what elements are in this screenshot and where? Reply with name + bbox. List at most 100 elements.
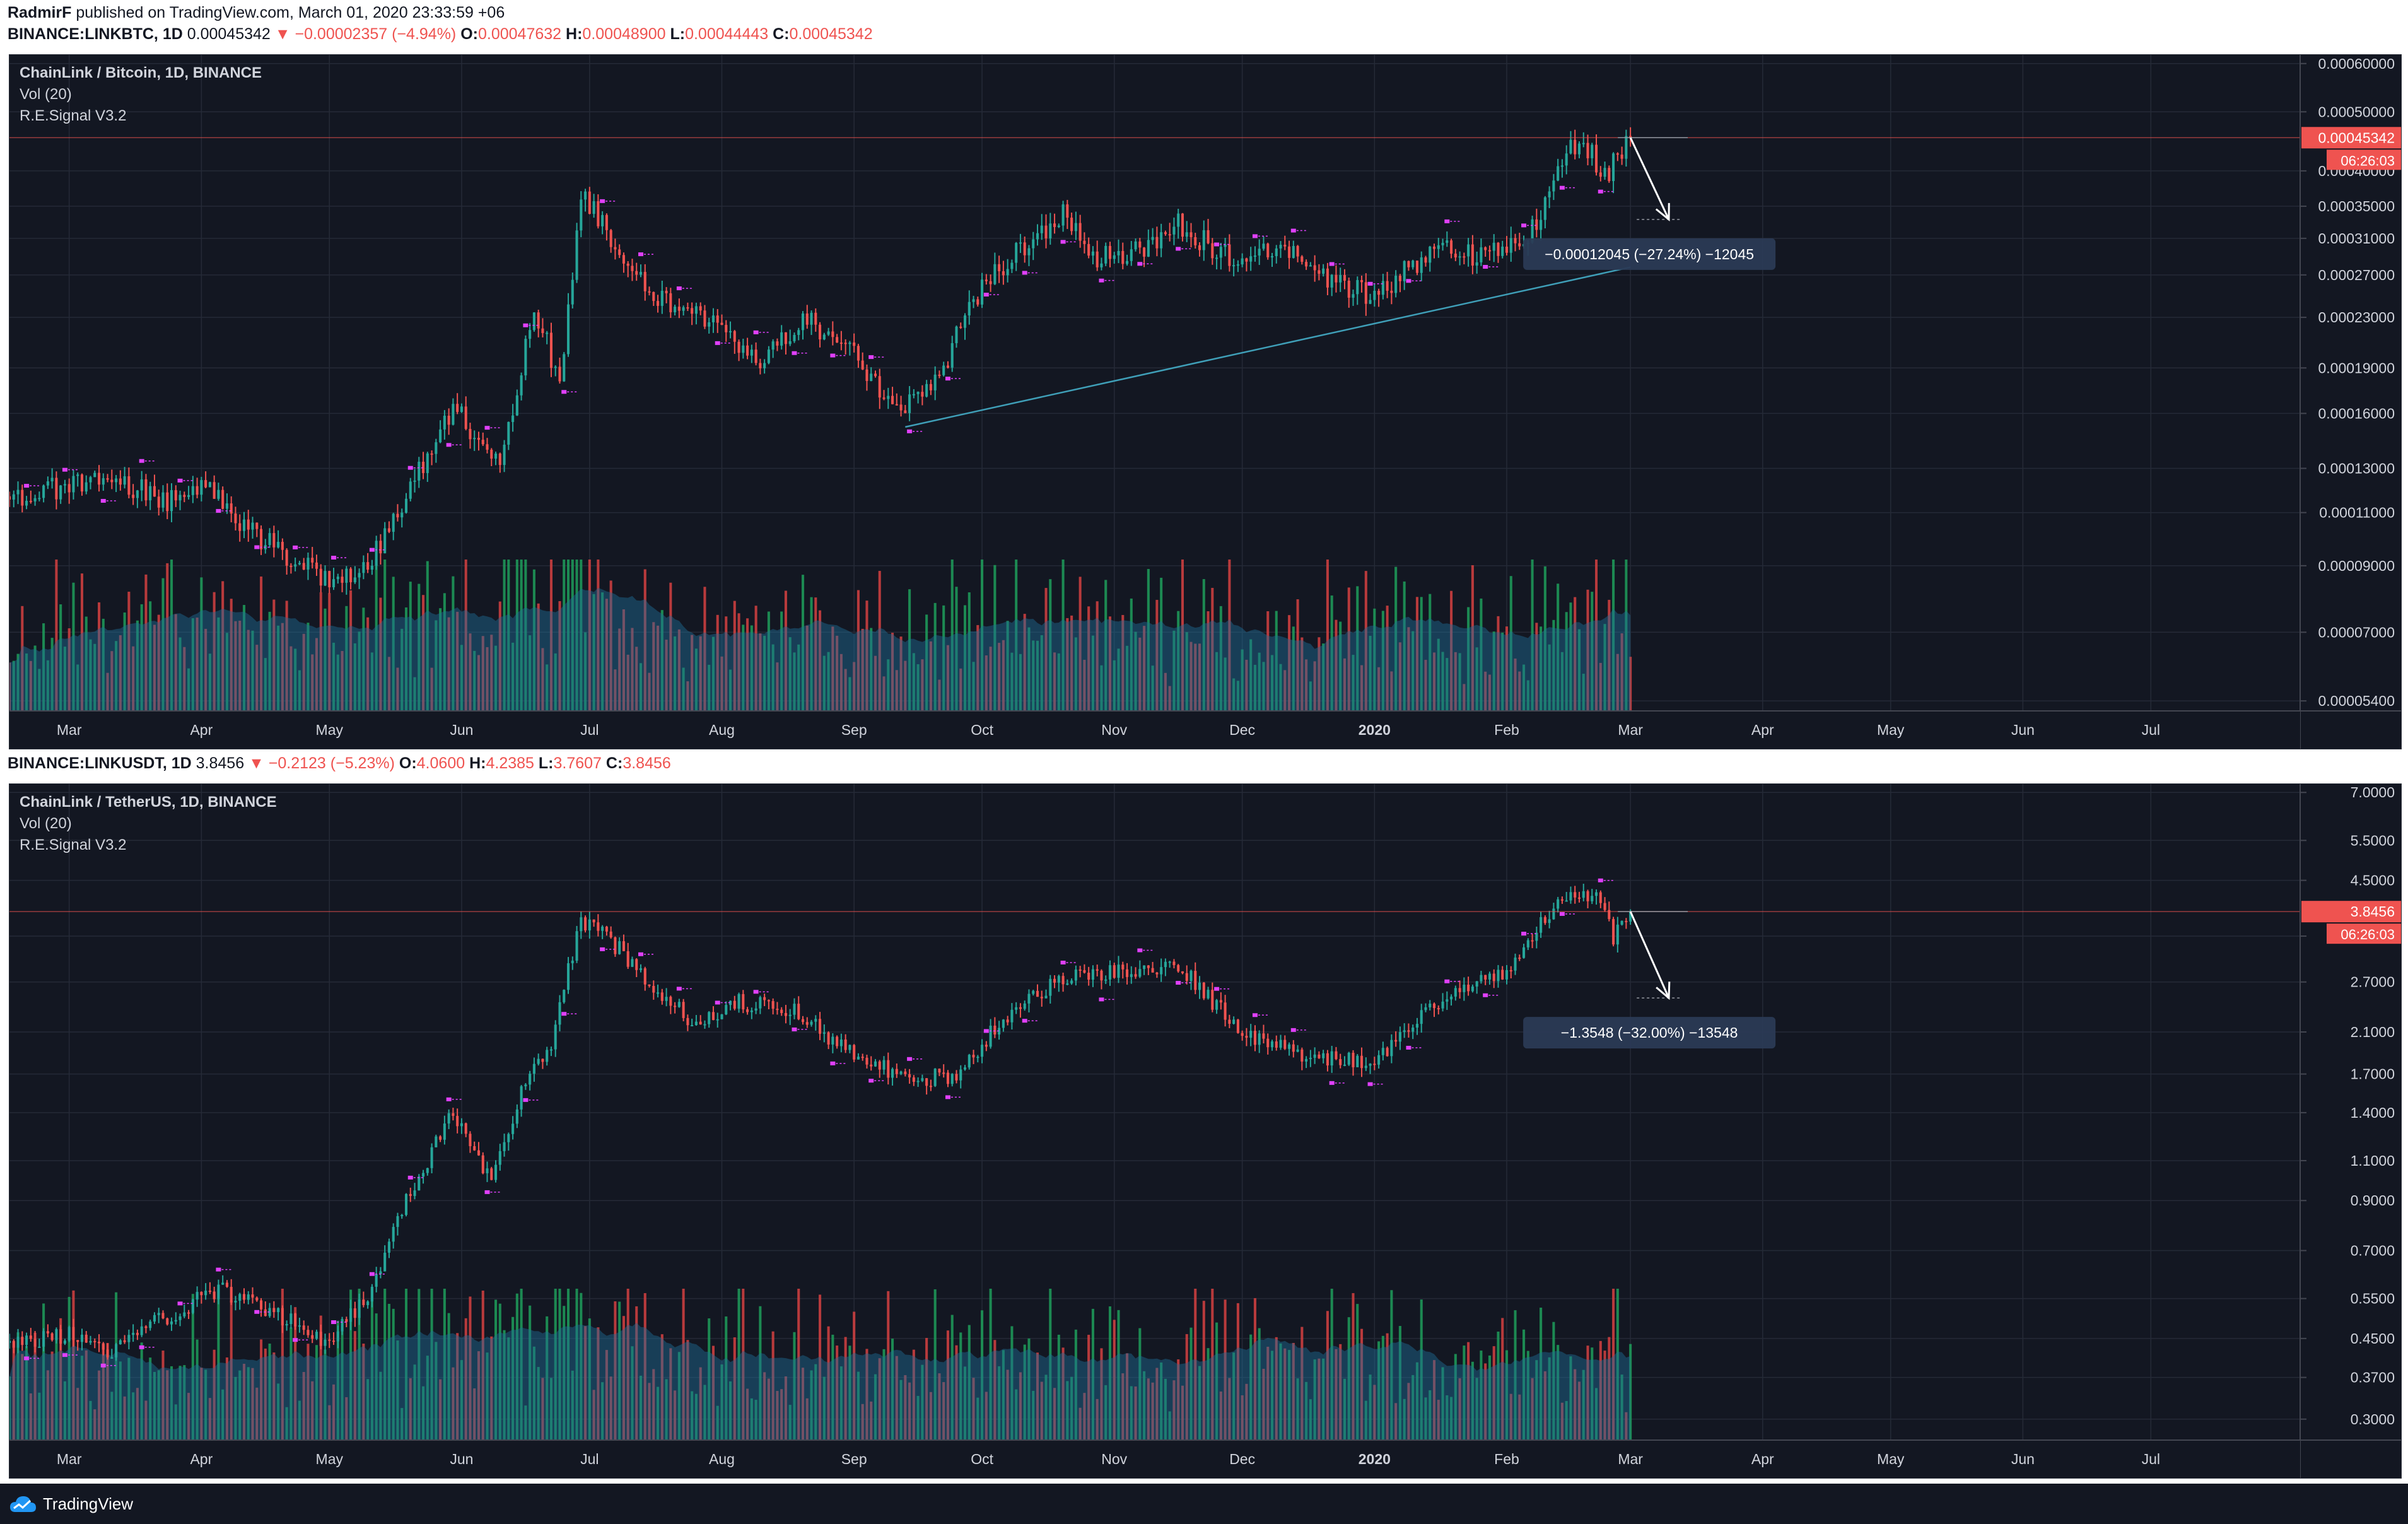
volume-bar xyxy=(1424,660,1427,711)
candle-body xyxy=(1450,996,1453,1000)
volume-bar xyxy=(1407,1383,1410,1440)
volume-bar xyxy=(477,655,481,711)
volume-bar xyxy=(102,618,105,711)
signal-mark xyxy=(830,353,836,358)
volume-bar xyxy=(929,1392,932,1440)
chart-pane-linkusdt[interactable]: −1.3548 (−32.00%) −13548 7.0000 5.5000 4.50… xyxy=(9,783,2402,1479)
candle-body xyxy=(1185,232,1188,237)
volume-bar xyxy=(1441,1367,1444,1440)
tradingview-logo[interactable]: TradingView xyxy=(9,1492,133,1515)
volume-bar xyxy=(1403,1398,1406,1440)
volume-bar xyxy=(1087,606,1090,711)
price-tick-label: 1.1000 xyxy=(2351,1152,2395,1169)
volume-bar xyxy=(754,1400,757,1440)
volume-bar xyxy=(123,612,126,711)
candle-body xyxy=(1475,262,1478,266)
signal-mark xyxy=(407,1175,413,1180)
legend-title-1[interactable]: ChainLink / Bitcoin, 1D, BINANCE xyxy=(20,64,262,81)
candle-body xyxy=(592,919,595,923)
price-tick-label: 0.00035000 xyxy=(2318,198,2395,214)
legend-indicator-1[interactable]: R.E.Signal V3.2 xyxy=(20,107,127,124)
volume-bar xyxy=(127,592,131,711)
volume-bar xyxy=(1211,1289,1214,1440)
volume-bar xyxy=(494,1299,498,1440)
volume-bar xyxy=(166,1370,169,1440)
volume-bar xyxy=(42,1303,45,1440)
candle-body xyxy=(230,1287,233,1303)
volume-bar xyxy=(1044,1375,1048,1440)
candle-body xyxy=(1326,268,1329,288)
volume-bar xyxy=(277,1383,280,1440)
candle-body xyxy=(571,960,574,964)
legend-title-2[interactable]: ChainLink / TetherUS, 1D, BINANCE xyxy=(20,794,277,811)
volume-bar xyxy=(481,1291,484,1440)
candle-body xyxy=(1326,1053,1329,1066)
candle-body xyxy=(1305,1058,1308,1062)
candle-body xyxy=(1078,223,1082,241)
candle-body xyxy=(1471,244,1474,266)
candle-body xyxy=(1117,964,1120,978)
volume-bar xyxy=(396,1340,399,1440)
measure-label: −0.00012045 (−27.24%) −12045 xyxy=(1545,246,1754,262)
volume-bar xyxy=(213,1349,216,1440)
candle-body xyxy=(255,522,259,529)
volume-bar xyxy=(1339,621,1342,711)
legend-indicator-2[interactable]: R.E.Signal V3.2 xyxy=(20,836,127,853)
candle-body xyxy=(711,315,715,322)
volume-bar xyxy=(648,672,651,711)
signal-mark xyxy=(1367,1082,1373,1086)
volume-bar xyxy=(836,635,839,711)
candle-body xyxy=(1100,263,1103,267)
signal-mark xyxy=(983,1029,989,1033)
candle-body xyxy=(490,449,493,459)
candle-body xyxy=(819,324,822,340)
candle-body xyxy=(976,299,979,305)
legend-vol-1[interactable]: Vol (20) xyxy=(20,86,72,103)
candle-body xyxy=(981,279,984,305)
volume-bar xyxy=(1215,1322,1219,1440)
volume-bar xyxy=(1560,1402,1563,1440)
volume-bar xyxy=(665,1379,668,1440)
candle-body xyxy=(234,1301,237,1303)
volume-bar xyxy=(1577,1381,1581,1440)
volume-bar xyxy=(742,624,745,711)
candle-body xyxy=(349,568,353,583)
candle-body xyxy=(938,374,941,376)
volume-bar xyxy=(844,669,847,711)
author-name[interactable]: RadmirF xyxy=(8,4,72,21)
candle-body xyxy=(1415,261,1418,273)
volume-bar xyxy=(1296,599,1299,711)
candle-body xyxy=(1352,1052,1355,1067)
candle-body xyxy=(217,1284,220,1299)
volume-bar xyxy=(1010,652,1014,711)
volume-bar xyxy=(217,1289,220,1440)
candle-body xyxy=(1091,969,1094,980)
volume-bar xyxy=(503,1330,506,1440)
candle-body xyxy=(1577,897,1581,899)
volume-bar xyxy=(1577,629,1581,711)
candle-body xyxy=(366,562,370,570)
candle-body xyxy=(1441,1001,1444,1009)
legend-vol-2[interactable]: Vol (20) xyxy=(20,815,72,832)
candle-body xyxy=(204,1291,207,1296)
volume-bar xyxy=(204,1369,207,1440)
candle-body xyxy=(1219,1000,1222,1003)
volume-bar xyxy=(1224,657,1227,711)
volume-bar xyxy=(413,677,416,711)
time-tick-label: Nov xyxy=(1101,722,1127,738)
signal-mark xyxy=(177,1301,183,1306)
chart-linkbtc[interactable]: −0.00012045 (−27.24%) −120450.000600000.… xyxy=(9,55,2401,749)
chart-linkusdt[interactable]: −1.3548 (−32.00%) −135487.00005.50004.50… xyxy=(9,784,2401,1478)
volume-bar xyxy=(1253,1298,1256,1440)
volume-bar xyxy=(140,1342,143,1440)
candle-body xyxy=(1057,976,1060,983)
volume-bar xyxy=(469,1296,472,1440)
volume-bar xyxy=(221,581,225,711)
volume-bar xyxy=(430,667,433,711)
candle-body xyxy=(50,1333,54,1340)
candle-body xyxy=(234,513,237,524)
measure-arrow-shaft xyxy=(1629,911,1670,999)
volume-bar xyxy=(754,606,757,711)
chart-pane-linkbtc[interactable]: −0.00012045 (−27.24%) −12045 0.00060000 0.… xyxy=(9,54,2402,749)
volume-bar xyxy=(967,1325,971,1440)
